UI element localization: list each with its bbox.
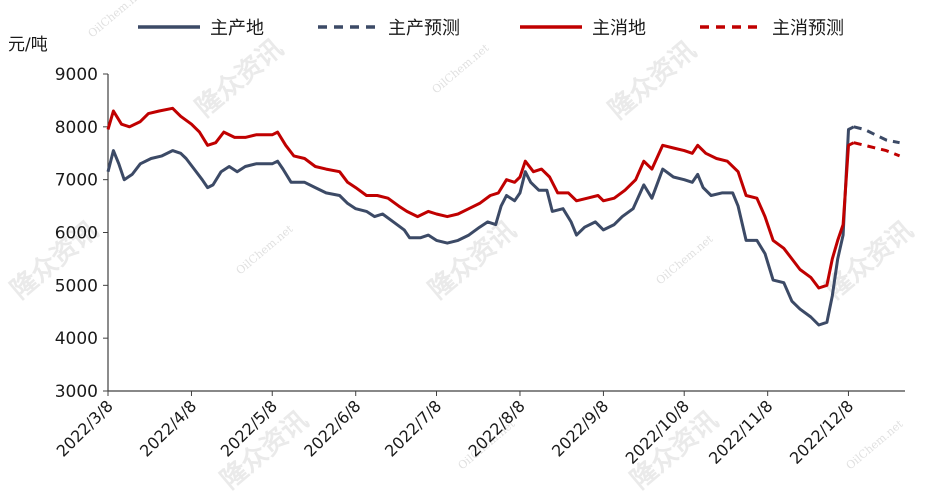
watermark-en-4: OilChem.net	[654, 232, 716, 287]
watermark-cn-2: 隆众资讯	[603, 36, 702, 126]
series-line-consuming-forecast	[853, 141, 901, 158]
y-tick-label: 9000	[55, 65, 98, 85]
x-tick-label: 2022/4/8	[136, 396, 200, 460]
series-line-main-producing	[106, 125, 855, 327]
y-tick-label: 3000	[55, 382, 98, 402]
x-tick-label: 2022/12/8	[786, 396, 857, 467]
legend-label-producing-forecast: 主产预测	[388, 18, 460, 39]
legend-label-main-producing: 主产地	[210, 18, 264, 39]
watermark-en-2: OilChem.net	[430, 41, 492, 96]
x-tick-label: 2022/3/8	[53, 396, 117, 460]
x-tick-label: 2022/9/8	[548, 396, 612, 460]
x-tick-label: 2022/7/8	[381, 396, 445, 460]
y-axis-unit-label: 元/吨	[8, 35, 48, 55]
series-layer	[106, 106, 901, 327]
series-line-main-consuming	[106, 106, 855, 290]
y-tick-label: 4000	[55, 329, 98, 349]
watermark-cn-5: 隆众资讯	[820, 216, 919, 306]
y-tick-label: 8000	[55, 118, 98, 138]
legend-label-main-consuming: 主消地	[592, 18, 646, 39]
series-line-producing-forecast	[853, 125, 900, 145]
x-tick-label: 2022/8/8	[465, 396, 529, 460]
legend-label-consuming-forecast: 主消预测	[772, 18, 844, 39]
y-tick-labels: 3000 4000 5000 6000 7000 8000 9000	[55, 65, 108, 402]
watermark-en-3: OilChem.net	[234, 222, 296, 277]
y-tick-label: 7000	[55, 171, 98, 191]
legend: 主产地 主产预测 主消地 主消预测	[138, 18, 844, 39]
x-tick-labels: 2022/3/8 2022/4/8 2022/5/8 2022/6/8 2022/7/8…	[53, 391, 857, 468]
y-tick-label: 5000	[55, 276, 98, 296]
watermark-en-6: OilChem.net	[844, 417, 906, 472]
watermark-en-1: OilChem.net	[86, 0, 148, 40]
y-tick-label: 6000	[55, 224, 98, 244]
watermark-cn-4: 隆众资讯	[423, 216, 522, 306]
watermark-cn-1: 隆众资讯	[190, 34, 289, 124]
